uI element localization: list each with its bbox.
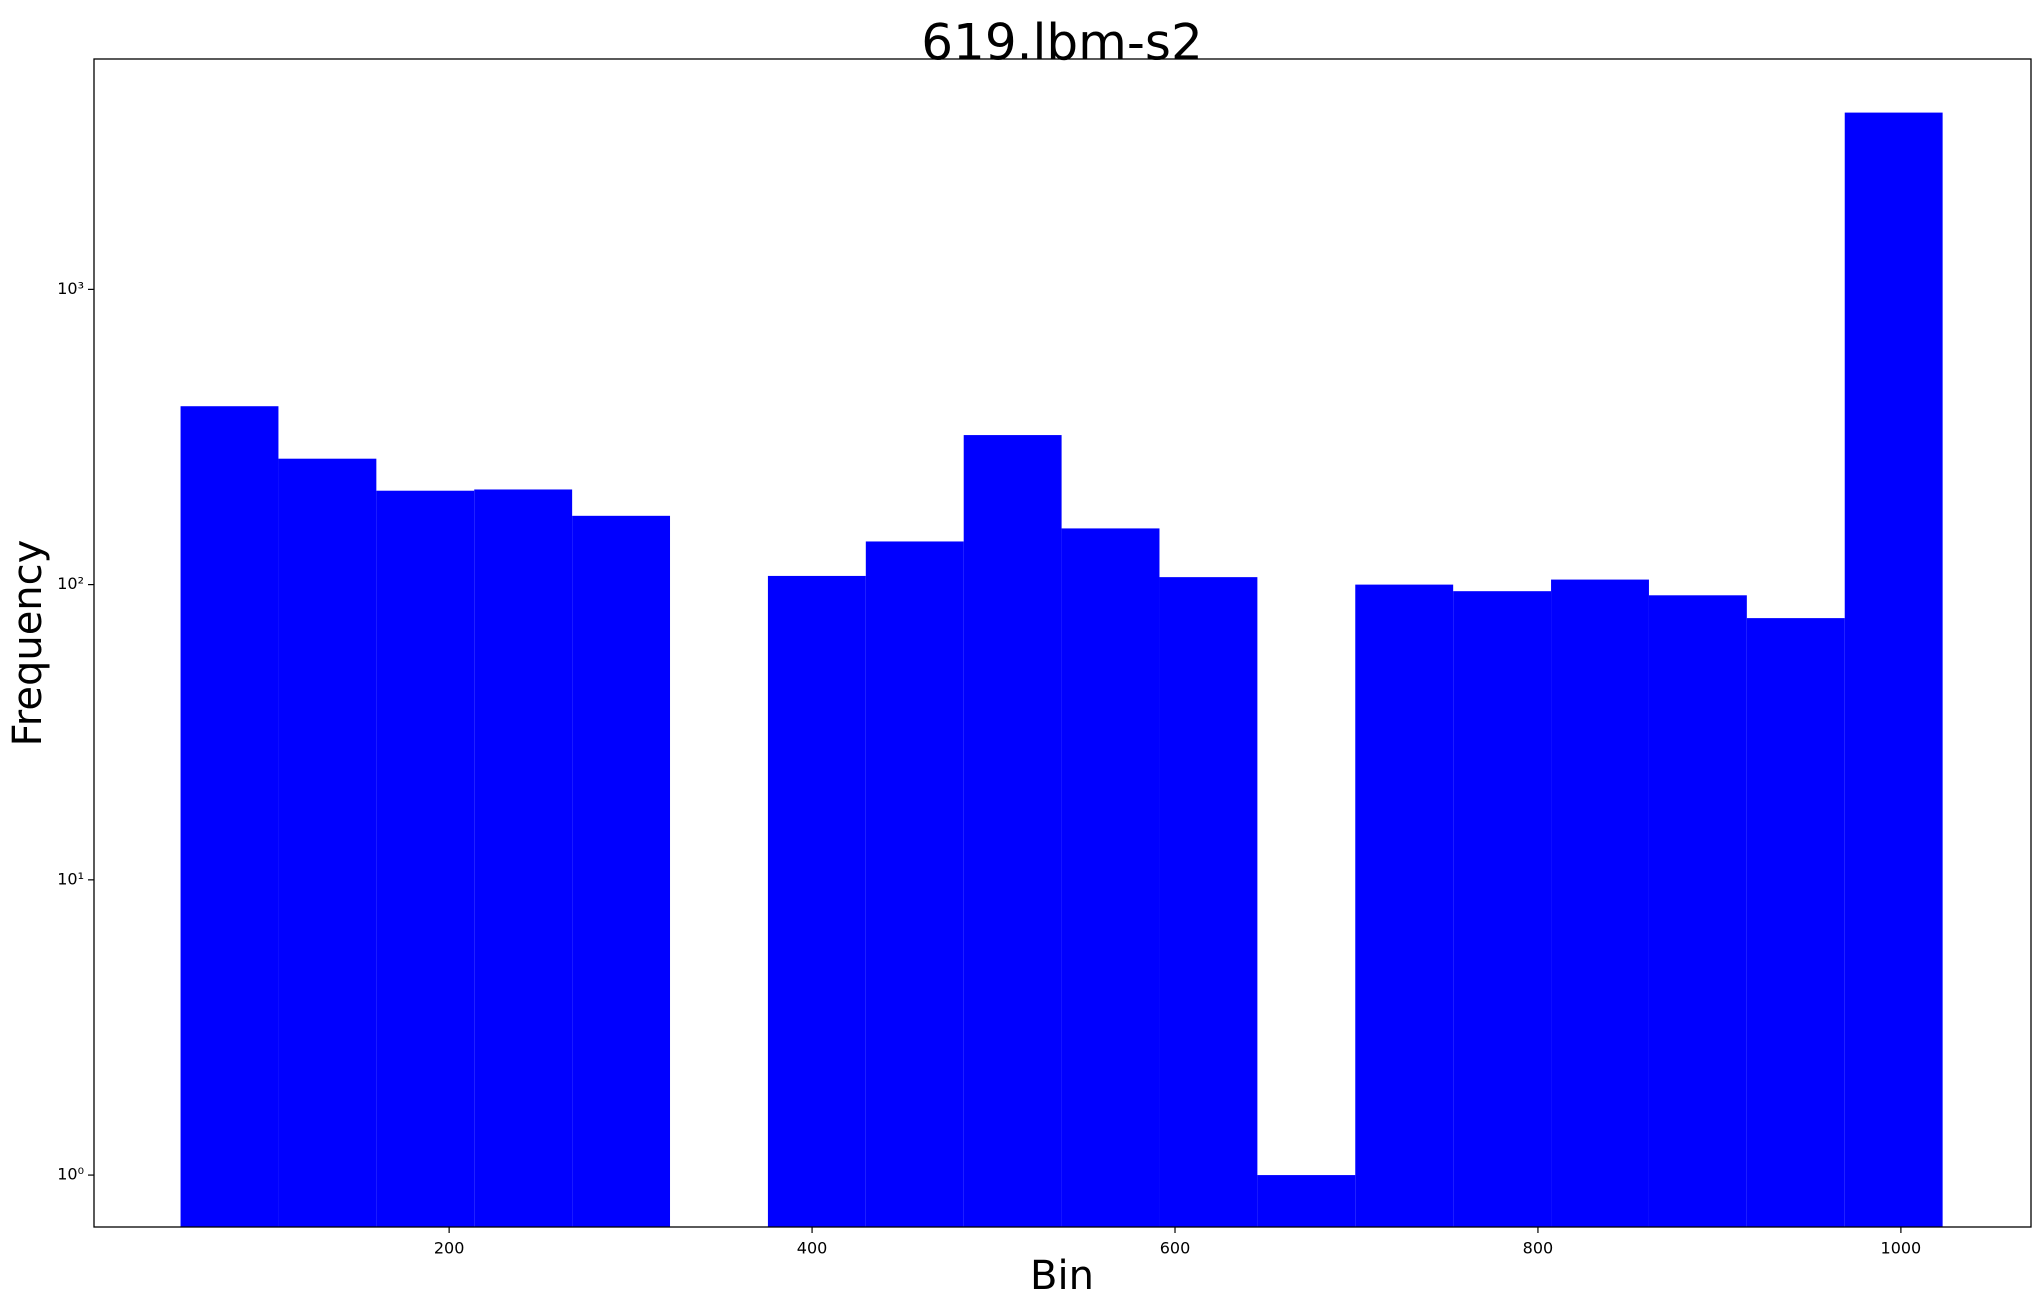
y-tick-label: 10⁰	[57, 1165, 84, 1184]
y-tick-label: 10³	[57, 279, 84, 298]
x-tick-label: 600	[1160, 1239, 1191, 1258]
plot-frame	[93, 58, 2032, 1228]
bar	[767, 575, 866, 1227]
chart-title: 619.lbm-s2	[921, 14, 1203, 72]
x-tick-label: 200	[434, 1239, 465, 1258]
bar	[1746, 618, 1845, 1227]
bar	[1355, 584, 1454, 1227]
x-tick-label: 400	[797, 1239, 828, 1258]
bar	[1551, 579, 1649, 1227]
bar	[180, 406, 279, 1228]
bar	[963, 435, 1062, 1227]
bar	[1844, 112, 1943, 1228]
bar	[1061, 528, 1160, 1227]
y-tick-label: 10¹	[57, 869, 84, 888]
bar	[1159, 577, 1258, 1227]
y-tick-label: 10²	[57, 574, 84, 593]
bar	[376, 490, 475, 1227]
bar	[1257, 1175, 1356, 1227]
bar	[1453, 591, 1552, 1227]
bar	[865, 541, 964, 1227]
bar	[474, 489, 573, 1228]
x-tick-label: 800	[1523, 1239, 1554, 1258]
y-axis-label: Frequency	[5, 540, 51, 747]
bar	[572, 515, 671, 1227]
x-tick-label: 1000	[1881, 1239, 1922, 1258]
x-axis-label: Bin	[1030, 1253, 1094, 1299]
bar	[278, 458, 377, 1227]
bar	[1648, 595, 1747, 1227]
